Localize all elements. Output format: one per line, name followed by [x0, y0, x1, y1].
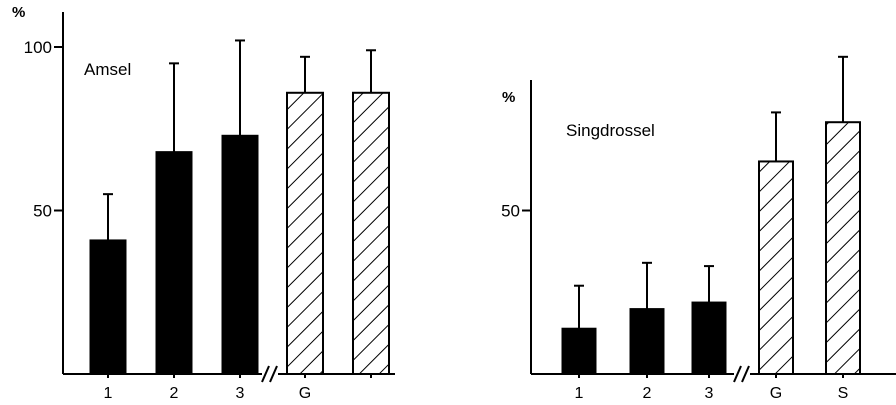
- axis-break-mark: [733, 365, 750, 383]
- bar-item-5: [352, 91, 390, 375]
- x-tick-label: 3: [705, 385, 714, 402]
- y-tick-label: 100: [24, 38, 52, 57]
- chart-panel-amsel: % 50 100 Amsel 1 2 3 G: [12, 4, 395, 402]
- bar-3: [691, 301, 727, 375]
- x-tick-label: 2: [170, 385, 179, 402]
- y-tick-label: 50: [33, 202, 52, 221]
- y-tick-label: 50: [501, 202, 520, 221]
- x-tick-label: G: [299, 385, 311, 402]
- x-tick-label: 1: [104, 385, 113, 402]
- x-tick-label: S: [838, 385, 849, 402]
- chart-title: Singdrossel: [566, 121, 655, 140]
- x-tick-label: 2: [643, 385, 652, 402]
- y-axis-label: %: [12, 4, 25, 21]
- x-tick-label: 3: [236, 385, 245, 402]
- axis-break-mark: [261, 365, 278, 383]
- bar-1: [561, 327, 597, 375]
- bar-g: [758, 160, 794, 375]
- chart-panel-singdrossel: % 50 Singdrossel 1 2 3 G S: [501, 55, 896, 402]
- y-axis-label: %: [502, 89, 515, 106]
- bar-3: [221, 134, 259, 375]
- chart-title: Amsel: [84, 60, 131, 79]
- bar-2: [629, 308, 665, 375]
- bar-s: [825, 121, 861, 375]
- x-tick-label: G: [770, 385, 782, 402]
- bar-g: [286, 91, 324, 375]
- bar-2: [155, 151, 193, 375]
- bar-1: [89, 239, 127, 375]
- x-tick-label: 1: [575, 385, 584, 402]
